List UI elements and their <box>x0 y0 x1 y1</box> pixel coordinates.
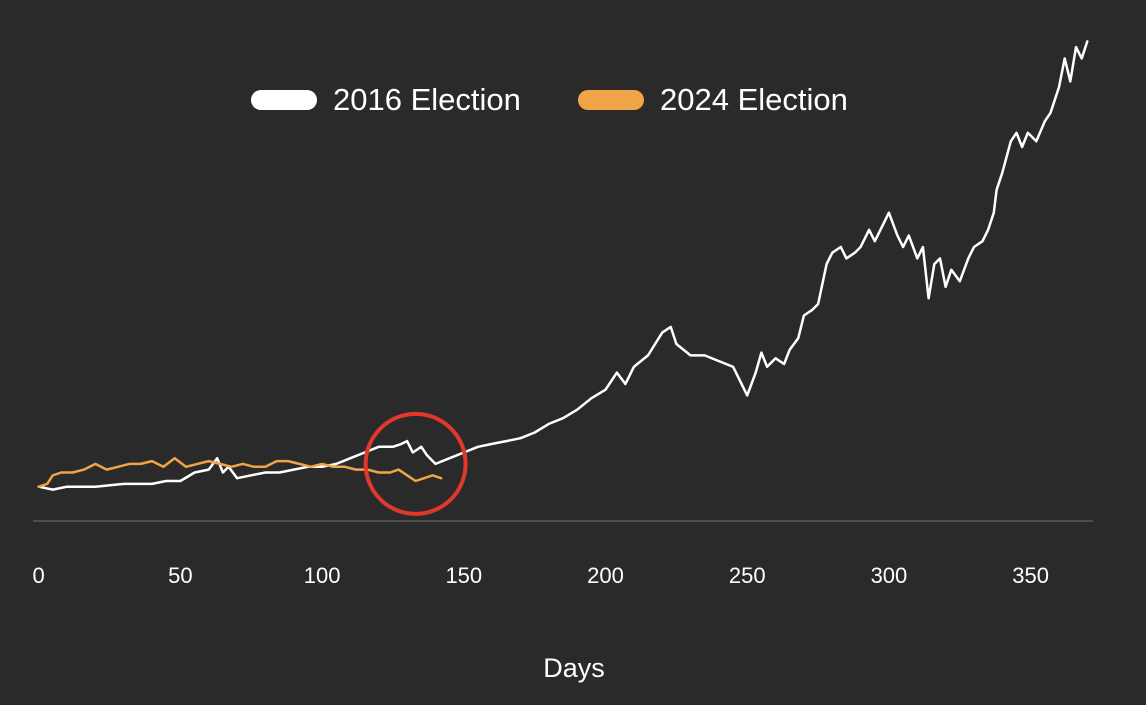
legend-label-2016: 2016 Election <box>333 82 521 117</box>
series-line-2016-election <box>37 40 1089 491</box>
legend-label-2024: 2024 Election <box>660 82 848 117</box>
legend: 2016 Election 2024 Election <box>251 82 848 117</box>
x-axis-title: Days <box>543 653 605 683</box>
x-tick-label-350: 350 <box>1012 563 1049 588</box>
x-tick-label-50: 50 <box>168 563 192 588</box>
x-tick-labels: 0 50 100 150 200 250 300 350 <box>33 563 1049 588</box>
x-tick-label-0: 0 <box>33 563 45 588</box>
x-tick-label-100: 100 <box>304 563 341 588</box>
x-tick-label-300: 300 <box>871 563 908 588</box>
annotation-layer <box>363 411 468 516</box>
series-line-2024-election <box>37 456 443 488</box>
legend-swatch-2016 <box>251 90 317 110</box>
x-tick-label-150: 150 <box>445 563 482 588</box>
series-layer <box>37 40 1089 491</box>
x-tick-label-250: 250 <box>729 563 766 588</box>
x-tick-label-200: 200 <box>587 563 624 588</box>
highlight-circle <box>363 411 468 516</box>
legend-swatch-2024 <box>578 90 644 110</box>
